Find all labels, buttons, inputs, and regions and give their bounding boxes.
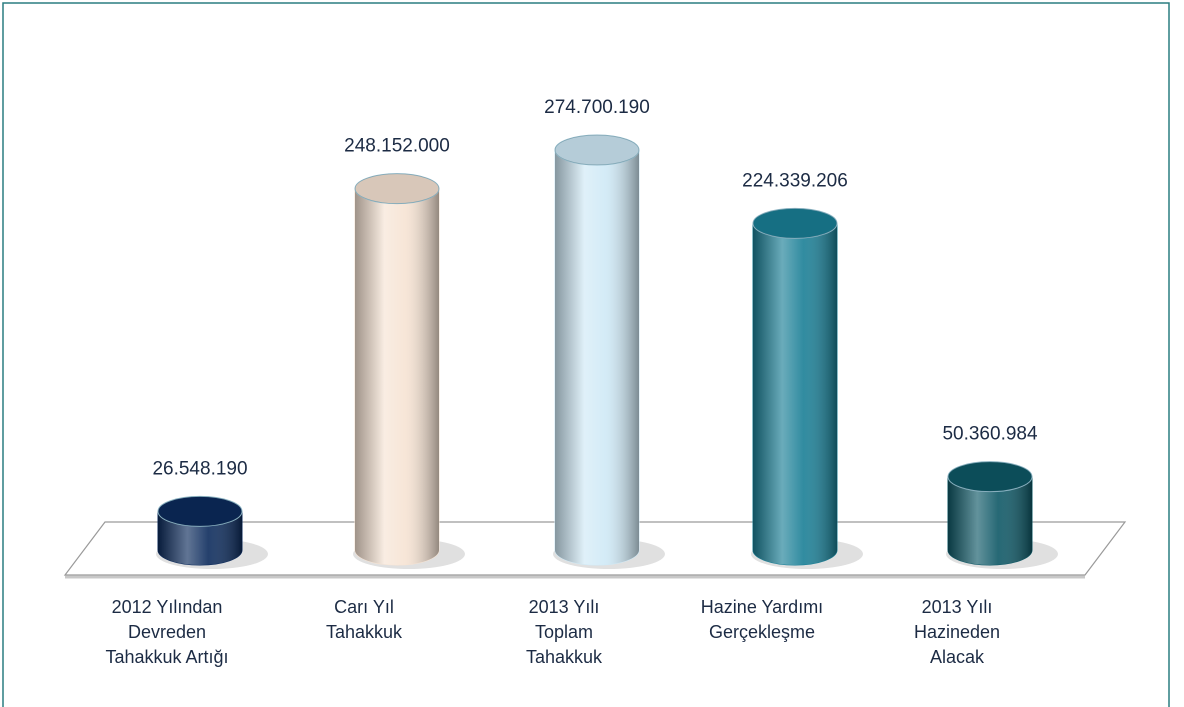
- bar-top-shade: [753, 208, 837, 239]
- bar: [947, 461, 1033, 566]
- bar-top-shade: [158, 496, 242, 527]
- x-tick-label: 2012 Yılından: [112, 597, 223, 617]
- bar-top: [354, 173, 440, 205]
- x-tick-label: Carı Yıl: [334, 597, 394, 617]
- x-tick-label: Alacak: [930, 647, 985, 667]
- x-tick-label: Tahakkuk: [326, 622, 403, 642]
- x-tick-label: Hazine Yardımı: [701, 597, 823, 617]
- value-label: 26.548.190: [152, 458, 247, 479]
- bar-shading: [948, 476, 1032, 565]
- x-tick-label: Gerçekleşme: [709, 622, 815, 642]
- bar: [354, 173, 440, 566]
- bar-top-shade: [948, 461, 1032, 492]
- x-tick-label: Tahakkuk Artığı: [105, 647, 228, 667]
- bar-top: [554, 134, 640, 166]
- bar-top-shade: [555, 135, 639, 165]
- bar: [752, 207, 838, 566]
- bar: [157, 495, 243, 566]
- bar-top-shade: [355, 173, 439, 204]
- bar: [554, 134, 640, 566]
- value-label: 248.152.000: [344, 136, 450, 157]
- value-label: 274.700.190: [544, 97, 650, 118]
- x-tick-label: Devreden: [128, 622, 206, 642]
- bar-shading: [555, 150, 639, 565]
- x-tick-label: 2013 Yılı: [529, 597, 600, 617]
- bar-shading: [753, 223, 837, 566]
- x-tick-label: 2013 Yılı: [922, 597, 993, 617]
- x-tick-label: Toplam: [535, 622, 593, 642]
- x-tick-label: Hazineden: [914, 622, 1000, 642]
- bar-shading: [355, 188, 439, 565]
- bar-top: [157, 495, 243, 527]
- x-tick-label: Tahakkuk: [526, 647, 603, 667]
- value-label: 50.360.984: [942, 424, 1038, 445]
- bar-top: [947, 461, 1033, 493]
- bar-top: [752, 207, 838, 239]
- value-label: 224.339.206: [742, 170, 848, 191]
